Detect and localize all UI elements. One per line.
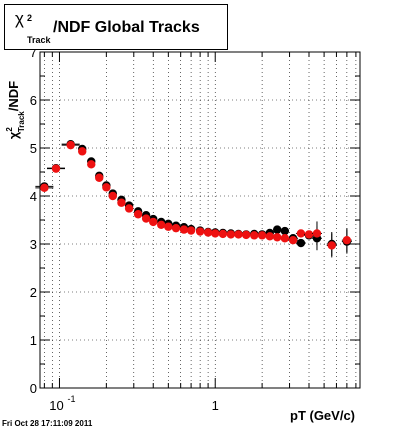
red-data-point (342, 235, 352, 245)
red-data-point (211, 229, 220, 238)
y-tick-label: 6 (30, 93, 37, 108)
y-tick-label: 2 (30, 285, 37, 300)
red-data-point (141, 214, 151, 223)
black-data-point (296, 238, 306, 248)
title-chi: χ (15, 9, 24, 28)
red-data-point (257, 231, 267, 240)
timestamp: Fri Oct 28 17:11:09 2011 (2, 419, 93, 428)
title-box: χ 2 Track /NDF Global Tracks (4, 4, 228, 50)
red-data-point (149, 217, 158, 227)
black-data-point (273, 225, 282, 234)
red-data-point (51, 164, 61, 173)
y-axis-label: χ2 Track/NDF (5, 81, 26, 139)
red-data-point (164, 222, 173, 231)
title-subscript: Track (27, 35, 51, 45)
red-data-point (78, 147, 87, 156)
red-data-point (288, 235, 298, 245)
red-data-point (87, 160, 96, 169)
red-data-point (108, 191, 117, 201)
red-data-point (250, 231, 259, 240)
red-data-point (327, 241, 336, 250)
red-data-point (157, 220, 166, 229)
red-data-point (179, 225, 189, 234)
red-data-point (117, 198, 126, 207)
red-data-point (296, 229, 306, 238)
red-data-point (234, 230, 243, 239)
red-data-point (102, 183, 111, 192)
black-data-point (280, 226, 290, 236)
y-tick-label: 1 (30, 333, 37, 348)
red-data-point (273, 233, 282, 242)
red-data-point (95, 173, 104, 182)
red-data-point (195, 227, 205, 236)
chart-title: χ 2 Track /NDF Global Tracks (15, 7, 200, 45)
title-main-text: /NDF Global Tracks (53, 19, 200, 36)
y-tick-label: 3 (30, 237, 37, 252)
red-data-point (40, 183, 49, 193)
red-data-point (226, 230, 236, 239)
x-tick-label: 1 (212, 398, 219, 413)
red-data-point (218, 229, 228, 239)
y-tick-label: 4 (30, 189, 37, 204)
y-axis-label-text: χ2 Track/NDF (5, 81, 26, 139)
red-data-point (66, 140, 75, 150)
red-data-point (241, 230, 251, 240)
red-data-point (186, 226, 196, 235)
red-data-point (124, 204, 134, 213)
title-superscript: 2 (27, 13, 33, 23)
red-data-point (304, 230, 314, 239)
x-axis-label: pT (GeV/c) (290, 408, 356, 423)
y-tick-label: 7 (30, 45, 37, 60)
red-data-point (203, 228, 213, 237)
red-data-point (312, 229, 322, 238)
red-data-point (265, 232, 274, 241)
red-data-point (133, 210, 143, 219)
y-tick-label: 0 (30, 381, 37, 396)
red-data-point (280, 234, 290, 243)
x-tick-label-exponent: -1 (67, 394, 75, 404)
y-tick-label: 5 (30, 141, 37, 156)
red-data-point (171, 223, 181, 233)
x-tick-label: 10 (49, 398, 63, 413)
